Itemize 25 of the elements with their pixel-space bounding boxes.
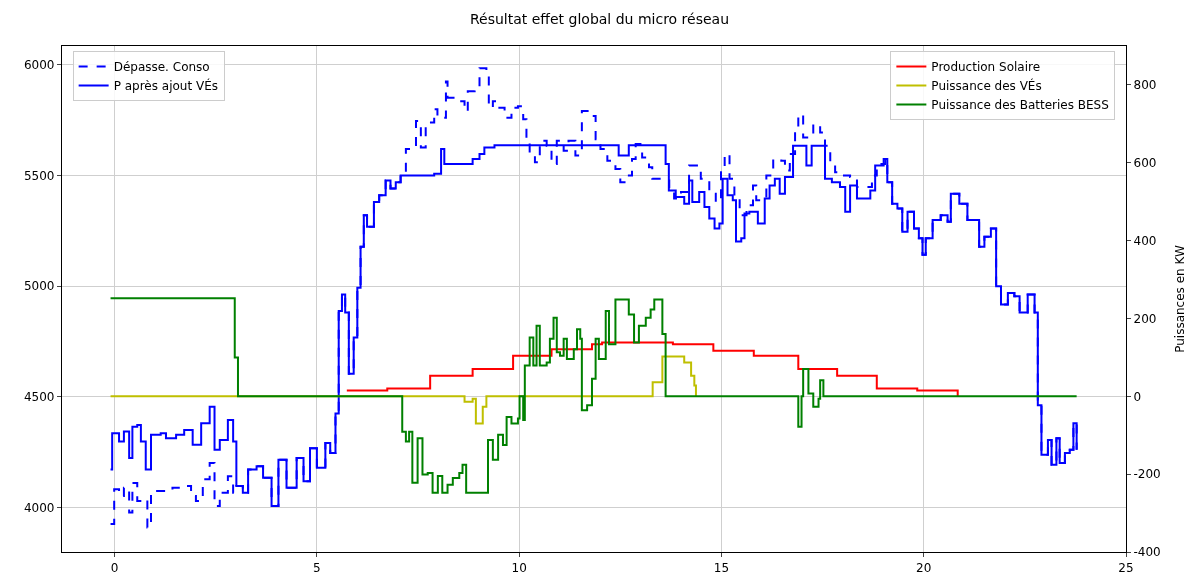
x-tick-label: 10	[511, 560, 527, 575]
legend-label: Puissance des Batteries BESS	[931, 98, 1109, 113]
y2-tick-label: 800	[1133, 78, 1157, 93]
y-tick-label: 5500	[23, 168, 55, 183]
legend-label: Dépasse. Conso	[113, 60, 210, 75]
chart-title: Résultat effet global du micro réseau	[469, 11, 730, 28]
y2-tick-label: -200	[1133, 467, 1161, 482]
x-tick-label: 20	[916, 560, 932, 575]
y2-tick-label: -400	[1133, 545, 1161, 560]
x-tick-label: 5	[313, 560, 321, 575]
y2-axis-title: Puissances en KW	[1172, 245, 1187, 353]
y2-tick-label: 0	[1133, 389, 1142, 404]
legend-label: Production Solaire	[931, 60, 1041, 75]
y-tick-label: 5000	[23, 279, 55, 294]
y-tick-label: 4500	[23, 390, 55, 405]
y2-tick-label: 200	[1133, 311, 1157, 326]
y2-tick-label: 600	[1133, 155, 1157, 170]
x-tick-label: 15	[713, 560, 730, 575]
y-tick-label: 6000	[23, 58, 55, 73]
legend-label: Puissance des VÉs	[931, 78, 1042, 94]
x-tick-label: 25	[1118, 560, 1134, 575]
x-tick-label: 0	[110, 560, 119, 575]
y-tick-label: 4000	[23, 500, 55, 515]
legend-label: P après ajout VÉs	[113, 78, 218, 94]
y2-tick-label: 400	[1133, 233, 1157, 248]
